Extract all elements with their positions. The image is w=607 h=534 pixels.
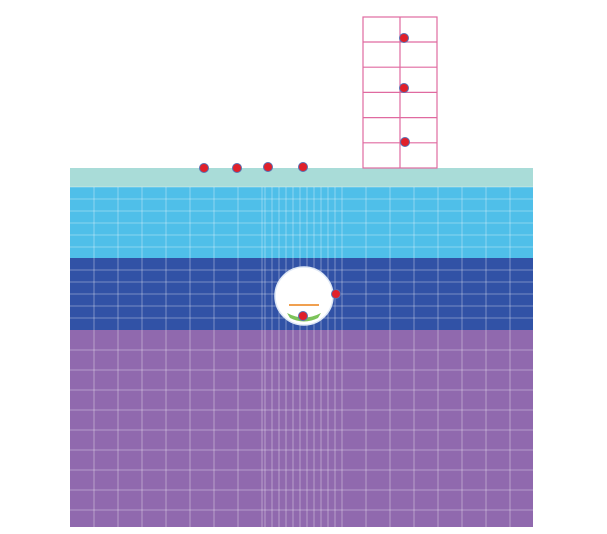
monitor-point (263, 162, 273, 172)
monitor-point (298, 162, 308, 172)
monitor-point (399, 33, 409, 43)
building-frame (362, 16, 438, 169)
monitor-point (331, 289, 341, 299)
monitor-point (232, 163, 242, 173)
surface-layer (70, 168, 533, 187)
monitoring-points (199, 33, 410, 321)
mesh-grid (70, 186, 533, 527)
monitor-point (199, 163, 209, 173)
monitor-point (400, 137, 410, 147)
monitor-point (298, 311, 308, 321)
monitor-point (399, 83, 409, 93)
tunnel-invert (287, 313, 321, 322)
upper-soil-layer (70, 187, 533, 258)
lower-soil-layer (70, 330, 533, 527)
